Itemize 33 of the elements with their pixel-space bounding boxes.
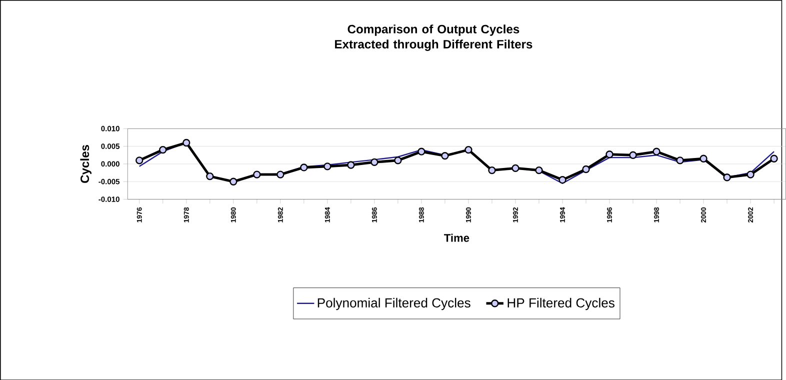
x-axis-title: Time: [444, 234, 470, 242]
point: [441, 152, 449, 160]
point: [206, 172, 214, 180]
point: [512, 164, 520, 172]
point: [535, 166, 543, 174]
point: [230, 178, 238, 186]
point: [136, 156, 144, 164]
point: [652, 148, 660, 156]
point: [746, 170, 754, 178]
point: [606, 150, 614, 158]
point: [300, 163, 308, 172]
point: [629, 151, 637, 159]
point: [370, 158, 378, 166]
point: [394, 156, 402, 164]
point: [276, 170, 284, 178]
point: [488, 166, 496, 174]
point: [558, 176, 566, 184]
point: [723, 173, 731, 182]
legend-label: Polynomial Filtered Cycles: [318, 298, 470, 310]
point: [700, 154, 708, 162]
point: [347, 160, 355, 169]
point: [324, 162, 332, 170]
point: [182, 138, 190, 146]
y-axis-title: Cycles: [80, 144, 92, 183]
point: [418, 148, 426, 156]
point: [253, 170, 261, 178]
chart-title: Comparison of Output Cycles Extracted through Different Filters: [335, 24, 532, 51]
point: [159, 146, 167, 154]
legend-label: HP Filtered Cycles: [508, 298, 614, 310]
point: [676, 156, 684, 164]
point: [582, 165, 590, 173]
point: [770, 154, 778, 162]
point: [464, 146, 472, 154]
